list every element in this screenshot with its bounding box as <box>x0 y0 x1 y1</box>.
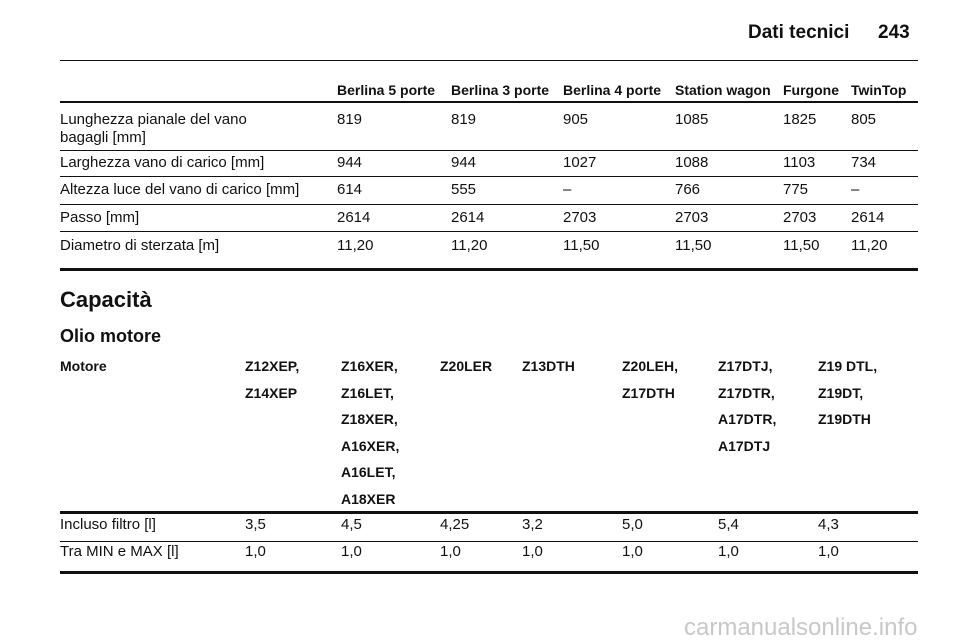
column-header: A17DTJ <box>718 437 771 454</box>
table-rule <box>60 150 918 151</box>
column-header: Berlina 5 porte <box>337 82 436 98</box>
column-header: Z17DTH <box>622 384 675 401</box>
column-header: Z19DTH <box>818 411 871 427</box>
header-title: Dati tecnici <box>748 22 850 43</box>
cell: 4,5 <box>341 516 362 533</box>
column-header: Station wagon <box>675 82 771 98</box>
column-header: A17DTR, <box>718 411 777 427</box>
row-label: Passo [mm] <box>60 209 140 226</box>
cell: 766 <box>675 181 701 198</box>
column-header: Berlina 4 porte <box>563 82 662 98</box>
cell: 11,50 <box>783 237 820 254</box>
row-label: Lunghezza pianale del vano <box>60 111 247 128</box>
column-header: Z17DTR, <box>718 384 775 401</box>
row-label: Diametro di sterzata [m] <box>60 237 220 254</box>
cell: 2703 <box>675 209 709 226</box>
cell: 1,0 <box>818 543 839 560</box>
cell: 11,20 <box>851 237 888 254</box>
row-label: Incluso filtro [l] <box>60 516 156 533</box>
column-header: A16XER, <box>341 437 400 454</box>
cell: 4,25 <box>440 516 470 533</box>
table-rule <box>60 176 918 177</box>
cell: 1088 <box>675 154 709 171</box>
cell: 1,0 <box>341 543 362 560</box>
column-header: Z12XEP, <box>245 358 300 374</box>
column-header: Z14XEP <box>245 384 298 401</box>
cell: 614 <box>337 181 363 198</box>
cell: 775 <box>783 181 809 198</box>
cell: 819 <box>451 111 477 128</box>
cell: 3,2 <box>522 516 543 533</box>
table-rule <box>60 204 918 205</box>
column-header: Z20LEH, <box>622 358 679 374</box>
cell: 1103 <box>783 154 816 171</box>
cell: 2703 <box>563 209 597 226</box>
table-rule <box>60 511 918 514</box>
cell: 1,0 <box>440 543 461 560</box>
cell: 2614 <box>451 209 485 226</box>
column-header: Z20LER <box>440 358 493 374</box>
cell: 4,3 <box>818 516 839 533</box>
cell: 11,50 <box>563 237 600 254</box>
column-header: Z18XER, <box>341 411 398 427</box>
cell: 1825 <box>783 111 817 128</box>
column-header: Z16LET, <box>341 384 394 401</box>
column-header: Furgone <box>783 82 839 98</box>
cell: 905 <box>563 111 589 128</box>
table-rule <box>60 571 918 574</box>
watermark: carmanualsonline.info <box>684 614 918 641</box>
cell: 2614 <box>337 209 371 226</box>
cell: – <box>563 181 572 198</box>
cell: 11,20 <box>337 237 374 254</box>
cell: 2703 <box>783 209 817 226</box>
table-rule <box>60 541 918 542</box>
column-header: Z19 DTL, <box>818 358 878 374</box>
column-header: Motore <box>60 358 107 374</box>
cell: 944 <box>337 154 363 171</box>
subsection-title: Olio motore <box>60 326 162 346</box>
cell: 1027 <box>563 154 597 171</box>
cell: 2614 <box>851 209 885 226</box>
row-label: bagagli [mm] <box>60 129 146 146</box>
column-header: Z16XER, <box>341 358 398 374</box>
table-rule <box>60 101 918 103</box>
column-header: TwinTop <box>851 82 907 98</box>
cell: 1,0 <box>718 543 739 560</box>
table-rule <box>60 231 918 232</box>
cell: 5,4 <box>718 516 739 533</box>
cell: 944 <box>451 154 477 171</box>
cell: 1085 <box>675 111 709 128</box>
page-number: 243 <box>878 22 910 43</box>
cell: 805 <box>851 111 877 128</box>
cell: 734 <box>851 154 877 171</box>
table-rule <box>60 268 918 271</box>
cell: 1,0 <box>245 543 266 560</box>
row-label: Larghezza vano di carico [mm] <box>60 154 265 171</box>
cell: 11,20 <box>451 237 488 254</box>
cell: 3,5 <box>245 516 266 533</box>
cell: – <box>851 181 860 198</box>
cell: 5,0 <box>622 516 643 533</box>
column-header: A16LET, <box>341 464 396 480</box>
row-label: Tra MIN e MAX [l] <box>60 543 179 560</box>
cell: 819 <box>337 111 363 128</box>
section-title: Capacità <box>60 287 152 312</box>
column-header: Z19DT, <box>818 384 864 401</box>
column-header: Berlina 3 porte <box>451 82 550 98</box>
rule <box>60 60 918 61</box>
cell: 1,0 <box>522 543 543 560</box>
column-header: A18XER <box>341 490 396 507</box>
row-label: Altezza luce del vano di carico [mm] <box>60 181 300 198</box>
column-header: Z13DTH <box>522 358 575 374</box>
cell: 555 <box>451 181 477 198</box>
cell: 11,50 <box>675 237 712 254</box>
column-header: Z17DTJ, <box>718 358 773 374</box>
cell: 1,0 <box>622 543 643 560</box>
